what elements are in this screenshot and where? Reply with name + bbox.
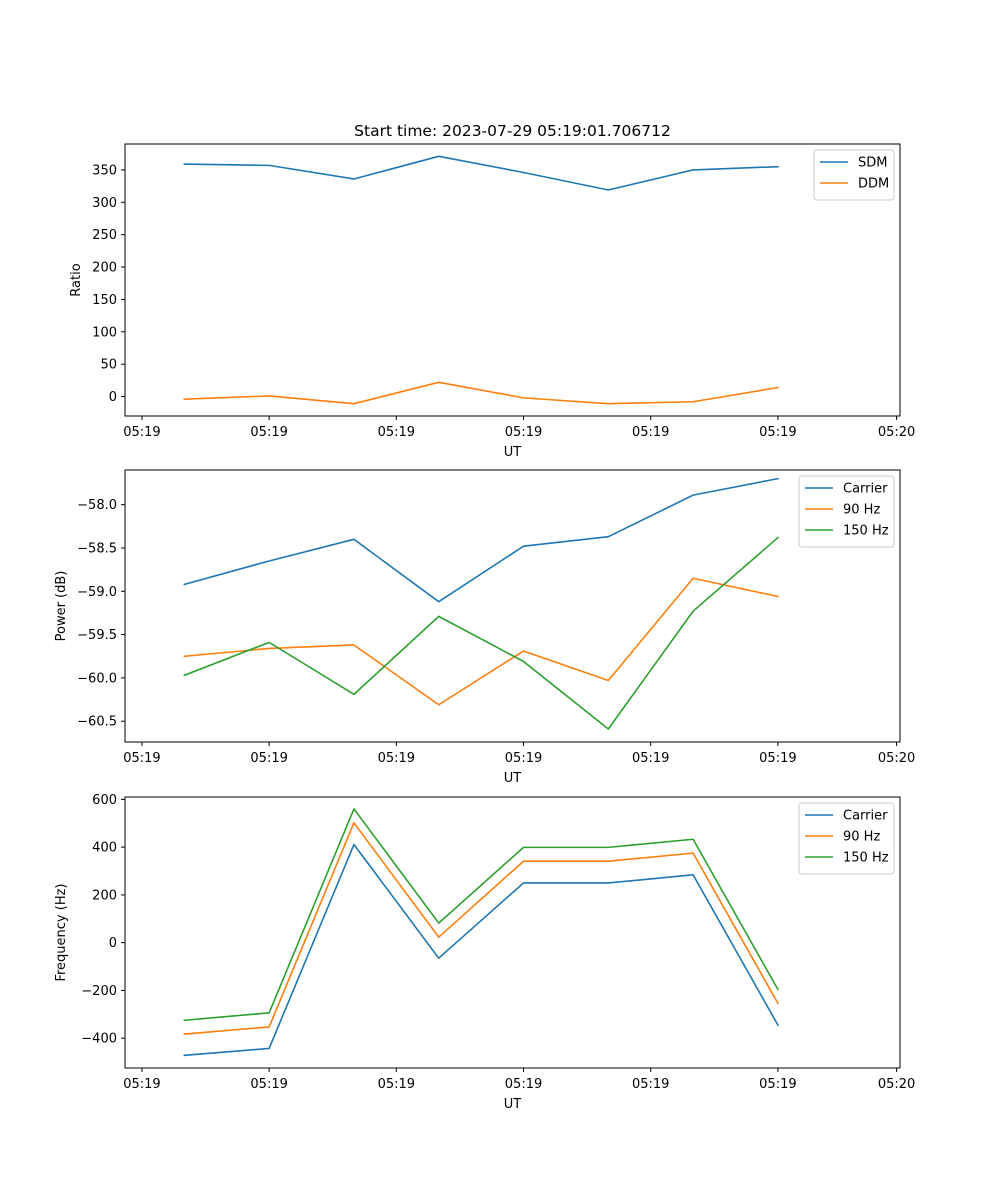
y-tick-label: 300: [92, 196, 117, 211]
series-line-90-hz: [183, 577, 779, 706]
x-tick-label: 05:19: [250, 1077, 287, 1092]
y-tick-label: −60.0: [77, 671, 117, 686]
y-tick-label: 50: [100, 358, 117, 373]
x-tick-label: 05:20: [878, 1077, 915, 1092]
x-tick-label: 05:20: [878, 751, 915, 766]
x-tick-label: 05:19: [378, 425, 415, 440]
y-tick-label: −58.5: [77, 541, 117, 556]
y-tick-label: 150: [92, 293, 117, 308]
x-tick-label: 05:19: [250, 425, 287, 440]
x-tick-label: 05:19: [632, 751, 669, 766]
series-line-carrier: [183, 843, 779, 1057]
y-axis-label: Power (dB): [54, 571, 69, 642]
chart-title: Start time: 2023-07-29 05:19:01.706712: [354, 122, 671, 140]
y-tick-label: 200: [92, 261, 117, 276]
x-tick-label: 05:19: [759, 751, 796, 766]
chart-panel-2: 05:19 05:19 05:19 05:19 05:19 05:19 05:20 −60.5…: [54, 469, 915, 786]
y-tick-label: −59.0: [77, 585, 117, 600]
y-tick-label: −59.5: [77, 628, 117, 643]
series-line-150-hz: [183, 808, 779, 1022]
x-tick-label: 05:19: [759, 1077, 796, 1092]
y-tick-label: −58.0: [77, 498, 117, 513]
y-tick-label: −200: [81, 984, 117, 999]
legend: SDM DDM: [813, 149, 895, 201]
y-tick-label: 0: [109, 390, 117, 405]
x-tick-label: 05:19: [123, 425, 160, 440]
legend-label: 90 Hz: [843, 503, 880, 518]
y-tick-label: −60.5: [77, 715, 117, 730]
x-tick-label: 05:19: [632, 1077, 669, 1092]
x-axis-label: UT: [504, 445, 522, 460]
axes-frame: [124, 143, 901, 417]
x-tick-label: 05:19: [378, 751, 415, 766]
x-tick-label: 05:19: [759, 425, 796, 440]
y-tick-label: 400: [92, 841, 117, 856]
legend-label: 90 Hz: [843, 830, 880, 845]
series-line-150-hz: [183, 536, 780, 730]
x-tick-label: 05:19: [505, 425, 542, 440]
legend: Carrier 90 Hz 150 Hz: [798, 802, 895, 875]
y-axis-label: Ratio: [69, 263, 84, 296]
x-tick-label: 05:20: [878, 425, 915, 440]
y-tick-label: 0: [109, 936, 117, 951]
legend-label: 150 Hz: [843, 524, 889, 539]
x-tick-label: 05:19: [505, 1077, 542, 1092]
x-tick-label: 05:19: [632, 425, 669, 440]
x-axis-label: UT: [504, 1097, 522, 1112]
y-tick-label: 250: [92, 228, 117, 243]
y-tick-label: 200: [92, 888, 117, 903]
legend-label: Carrier: [843, 482, 888, 497]
axes-frame: [124, 469, 901, 743]
legend-label: Carrier: [843, 809, 888, 824]
legend-label: DDM: [858, 177, 889, 192]
y-tick-label: 350: [92, 163, 117, 178]
series-line-ddm: [183, 381, 779, 405]
y-tick-label: 600: [92, 793, 117, 808]
legend: Carrier 90 Hz 150 Hz: [798, 475, 895, 548]
y-axis-label: Frequency (Hz): [54, 883, 69, 981]
x-tick-label: 05:19: [250, 751, 287, 766]
legend-label: SDM: [858, 156, 887, 171]
series-line-sdm: [183, 155, 779, 191]
x-tick-label: 05:19: [505, 751, 542, 766]
chart-panel-1: 05:19 05:19 05:19 05:19 05:19 05:19 05:20 0 50 10…: [69, 122, 915, 460]
axes-frame: [124, 796, 901, 1069]
chart-panel-3: 05:19 05:19 05:19 05:19 05:19 05:19 05:20 −400 −…: [54, 793, 915, 1112]
x-tick-label: 05:19: [123, 1077, 160, 1092]
x-tick-label: 05:19: [123, 751, 160, 766]
x-tick-label: 05:19: [378, 1077, 415, 1092]
legend-label: 150 Hz: [843, 851, 889, 866]
x-axis-label: UT: [504, 771, 522, 786]
series-line-carrier: [183, 477, 779, 603]
y-tick-label: 100: [92, 325, 117, 340]
y-tick-label: −400: [81, 1032, 117, 1047]
series-line-90-hz: [183, 821, 779, 1035]
